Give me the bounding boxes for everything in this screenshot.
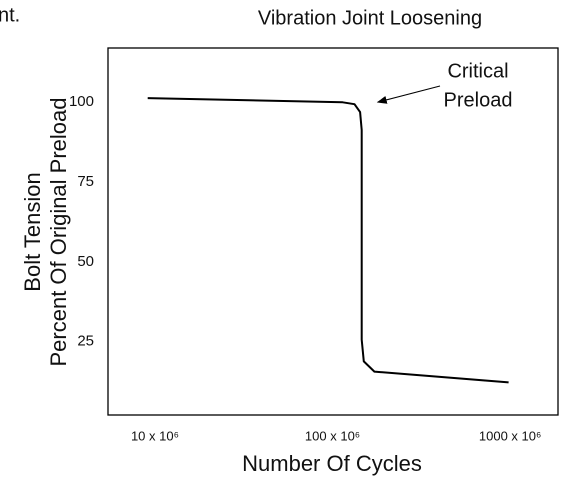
x-axis-label: Number Of Cycles <box>242 451 422 476</box>
y-axis-label: Bolt Tension <box>20 172 45 291</box>
annotation-text: Preload <box>444 89 513 111</box>
y-axis-label: Percent Of Original Preload <box>46 97 71 366</box>
data-line <box>147 97 509 384</box>
annotation-text: Critical <box>447 60 508 82</box>
plot-frame <box>107 47 559 416</box>
y-tick-label: 75 <box>77 173 94 190</box>
y-tick-label: 100 <box>69 93 94 110</box>
x-tick-label: 100 x 10⁶ <box>305 428 360 443</box>
y-tick-label: 50 <box>77 253 94 270</box>
annotation-arrow <box>376 85 441 104</box>
chart-title: Vibration Joint Loosening <box>258 7 482 29</box>
caption-fragment: nt. <box>0 4 20 26</box>
x-tick-label: 1000 x 10⁶ <box>479 428 541 443</box>
y-tick-label: 25 <box>77 333 94 350</box>
x-tick-label: 10 x 10⁶ <box>131 428 179 443</box>
